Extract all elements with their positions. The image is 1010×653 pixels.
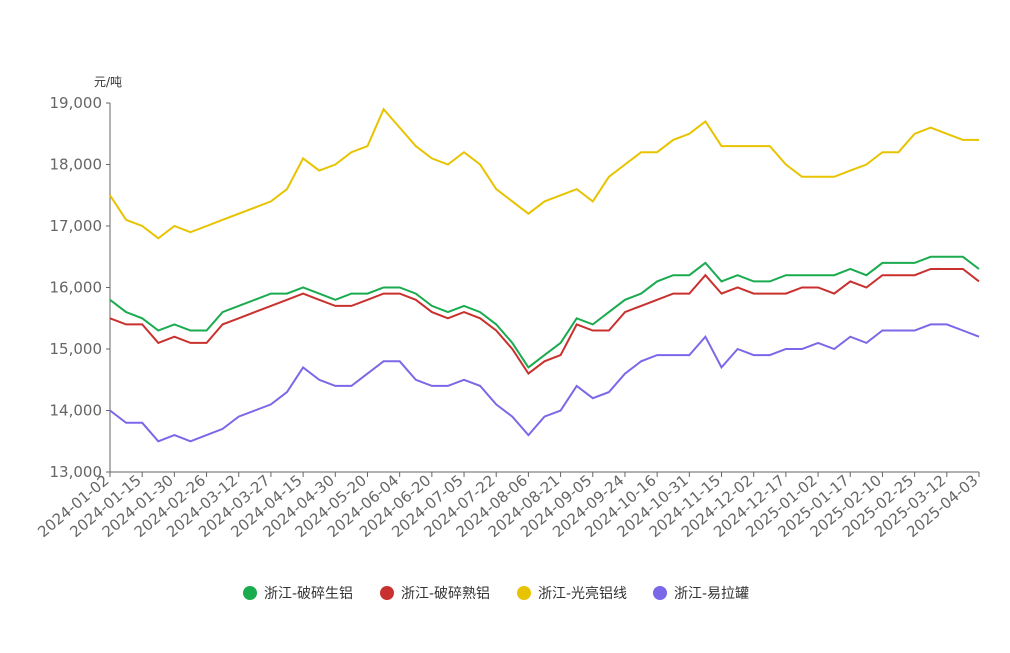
series-line [109, 255, 980, 369]
legend-label: 浙江-易拉罐 [674, 586, 749, 602]
y-unit: 元/吨 [94, 75, 122, 89]
y-tick-label: 16,000 [50, 279, 103, 297]
y-tick-label: 17,000 [50, 217, 103, 235]
y-tick-label: 18,000 [50, 156, 103, 174]
legend-label: 浙江-破碎熟铝 [401, 586, 490, 602]
legend-label: 浙江-破碎生铝 [264, 586, 353, 602]
legend-marker [517, 586, 531, 600]
legend-label: 浙江-光亮铝线 [538, 585, 627, 602]
series-line [109, 323, 980, 443]
y-tick-label: 19,000 [50, 94, 103, 112]
y-tick-label: 14,000 [50, 402, 103, 420]
y-tick-label: 15,000 [50, 340, 103, 358]
legend-marker [243, 586, 257, 600]
series-line [109, 107, 979, 240]
series-line [109, 268, 980, 376]
legend-marker [380, 586, 394, 600]
y-tick-label: 13,000 [50, 463, 103, 481]
legend-marker [653, 586, 667, 600]
